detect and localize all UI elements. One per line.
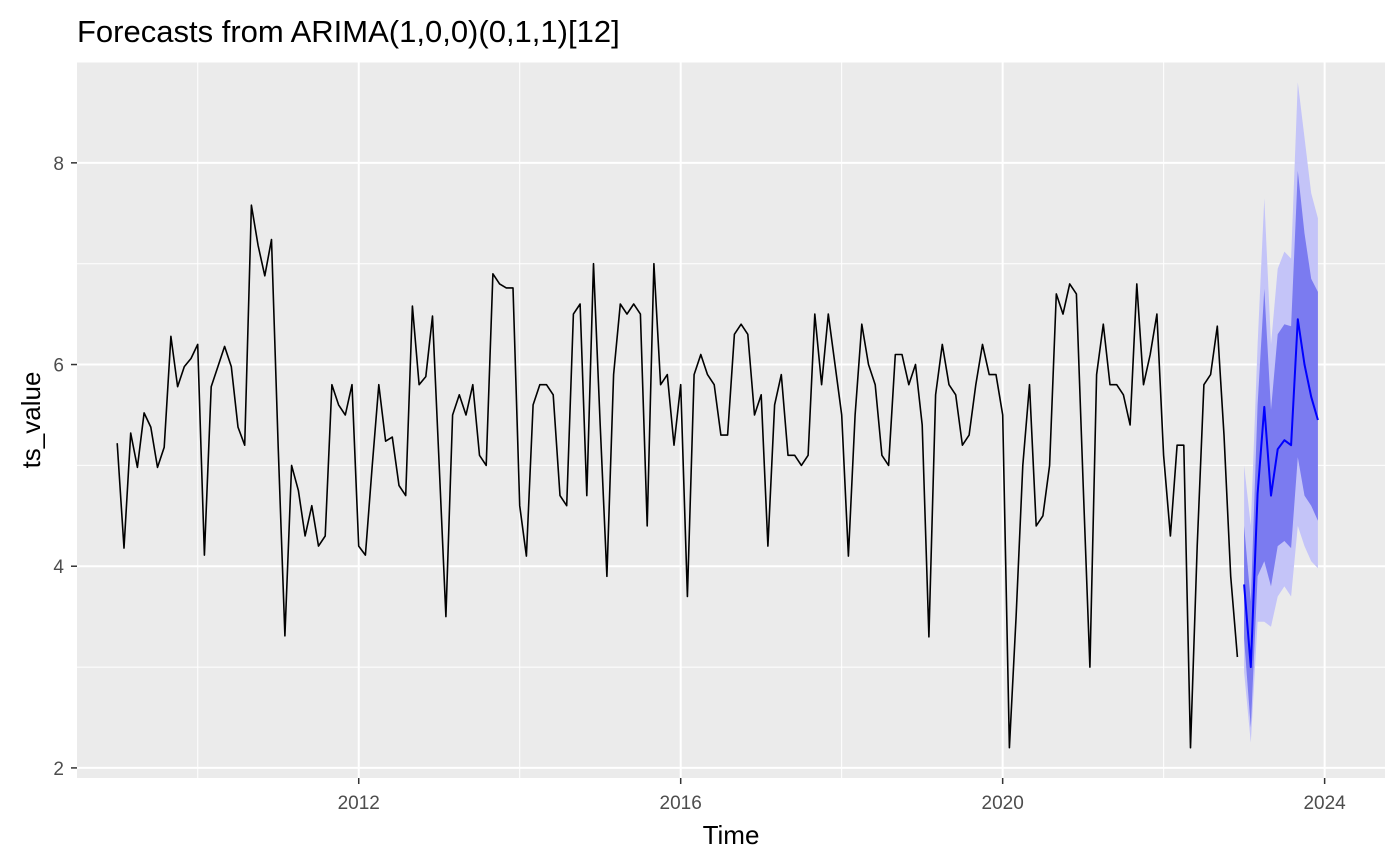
chart-title: Forecasts from ARIMA(1,0,0)(0,1,1)[12] — [77, 14, 620, 49]
x-tick-label: 2024 — [1303, 793, 1346, 814]
x-axis-title: Time — [703, 820, 760, 850]
prediction-intervals — [1244, 82, 1318, 743]
x-axis: 2012 2016 2020 2024 — [338, 778, 1346, 814]
plot-panel — [77, 62, 1385, 778]
forecast-line — [1243, 318, 1319, 669]
x-tick-label: 2020 — [982, 793, 1024, 814]
y-axis-title: ts_value — [16, 372, 46, 469]
history-line — [116, 204, 1239, 749]
y-tick-label: 6 — [53, 356, 64, 377]
series-lines — [116, 204, 1319, 749]
y-tick-label: 8 — [53, 154, 64, 175]
x-tick-label: 2016 — [660, 793, 702, 814]
band-80 — [1244, 170, 1318, 728]
x-tick-label: 2012 — [338, 793, 380, 814]
y-tick-label: 4 — [53, 557, 64, 578]
y-tick-label: 2 — [53, 759, 64, 780]
y-axis: 2 4 6 8 — [53, 154, 77, 780]
